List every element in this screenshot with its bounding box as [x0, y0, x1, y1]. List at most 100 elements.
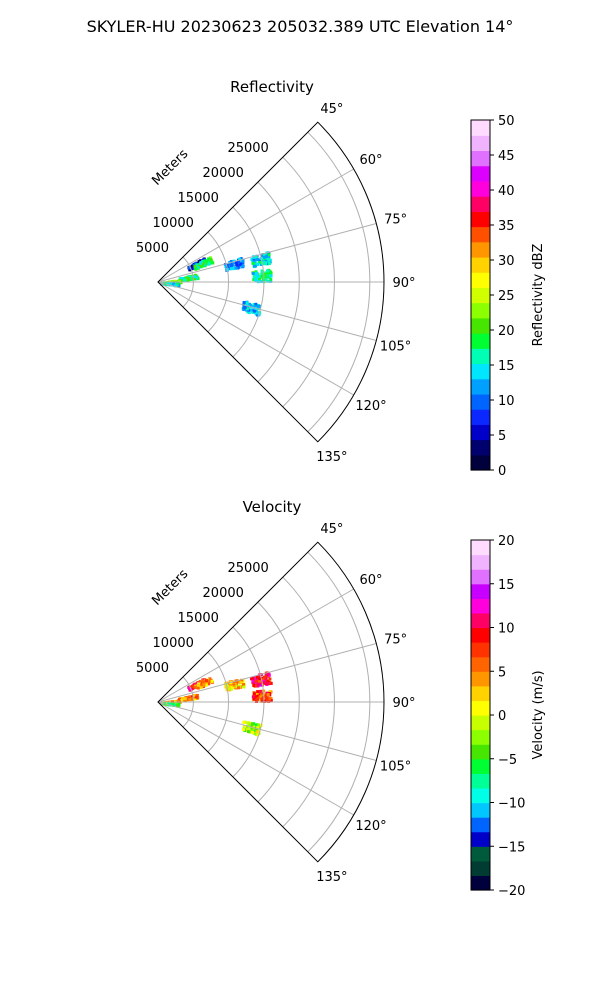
azimuth-tick-label: 135° [316, 450, 347, 465]
colorbar-swatch [471, 787, 490, 804]
colorbar-swatch [471, 729, 490, 745]
velocity-panel: Velocity 45° 60° 75° 90° 105° 120° 135° 5000 1000… [136, 498, 546, 899]
echo-gate [260, 269, 264, 273]
echo-gate [210, 679, 214, 683]
echo-gate [194, 695, 198, 699]
echo-gate [255, 730, 259, 734]
echo-gate [209, 258, 213, 262]
echo-gate [268, 677, 272, 681]
echo-gate [257, 682, 261, 686]
colorbar-tick-label: −10 [498, 797, 525, 812]
range-tick-label: 25000 [227, 141, 268, 156]
echo-cell [193, 677, 214, 690]
echo-gate [253, 730, 257, 733]
colorbar-swatch [471, 333, 490, 349]
colorbar-tick-label: −20 [498, 884, 525, 899]
range-tick-label: 15000 [178, 191, 219, 206]
echo-gate [239, 257, 243, 261]
colorbar-tick-label: 40 [498, 184, 515, 199]
echo-gate [255, 271, 259, 275]
echo-gate [260, 697, 264, 701]
echo-gate [188, 275, 192, 279]
echo-gate [242, 683, 245, 687]
echo-gate [260, 274, 264, 278]
colorbar-swatch [471, 409, 490, 425]
echo-gate [254, 311, 258, 315]
echo-gate [188, 698, 192, 702]
range-axis-label: Meters [149, 567, 191, 609]
echo-gate [254, 255, 258, 259]
azimuth-gridline [157, 168, 354, 283]
echo-gate [223, 263, 227, 266]
echo-gate [193, 277, 197, 281]
echo-gate [204, 259, 208, 263]
echo-gate [205, 679, 208, 683]
echo-gate [250, 677, 254, 681]
azimuth-tick-label: 60° [359, 573, 382, 588]
colorbar-swatch [471, 272, 490, 288]
echo-gate [196, 686, 200, 690]
colorbar-tick-label: 50 [498, 114, 515, 129]
echo-gate [256, 263, 260, 266]
colorbar-swatch [471, 120, 490, 136]
echo-gate [269, 270, 272, 274]
echo-gate [252, 260, 256, 264]
echo-gate [185, 276, 189, 280]
colorbar-swatch [471, 180, 490, 197]
colorbar-swatch [471, 685, 490, 702]
colorbar-swatch [471, 226, 490, 243]
echo-gate [192, 694, 196, 698]
echo-gate [242, 302, 246, 306]
echo-gate [239, 262, 242, 266]
echo-cell [178, 693, 200, 703]
echo-gate [268, 279, 272, 283]
azimuth-tick-label: 45° [320, 522, 343, 537]
echo-gate [251, 722, 255, 726]
echo-gate [174, 284, 178, 288]
echo-gate [198, 264, 202, 268]
colorbar-swatch [471, 287, 490, 304]
echo-gate [268, 690, 272, 694]
echo-gate [258, 274, 262, 278]
echo-gate [252, 303, 256, 307]
echo-gate [256, 305, 260, 309]
echo-gate [256, 726, 260, 730]
echo-gate [237, 686, 240, 690]
colorbar-tick-label: 15 [498, 578, 515, 593]
echo-gate [200, 683, 204, 687]
colorbar-swatch [471, 302, 490, 319]
echo-gate [249, 308, 253, 312]
azimuth-tick-label: 75° [384, 212, 407, 227]
colorbar-swatch [471, 875, 490, 891]
colorbar-tick-label: 20 [498, 534, 515, 549]
echo-gate [200, 261, 204, 265]
azimuth-gridline [157, 701, 354, 816]
echo-gate [249, 724, 253, 728]
colorbar-swatch [471, 165, 490, 182]
echo-gate [236, 261, 240, 264]
echo-gate [193, 262, 197, 266]
echo-gate [241, 680, 245, 684]
colorbar-tick-label: 45 [498, 149, 515, 164]
azimuth-gridline [157, 588, 354, 703]
colorbar-tick-label: 30 [498, 254, 515, 269]
echo-gate [251, 679, 255, 683]
echo-gate [241, 264, 245, 268]
echo-gate [269, 277, 273, 281]
echo-gate [257, 729, 261, 733]
colorbar-swatch [471, 256, 490, 273]
echo-gate [251, 730, 254, 734]
echo-gate [260, 692, 264, 696]
colorbar-swatch [471, 363, 490, 380]
echo-gate [265, 269, 269, 273]
echo-gate [257, 306, 261, 310]
colorbar-swatch [471, 211, 490, 228]
range-tick-label: 20000 [203, 586, 244, 601]
colorbar-tick-label: 10 [498, 622, 515, 637]
echo-gate [196, 277, 200, 281]
colorbar-swatch [471, 612, 490, 629]
echo-gate [259, 695, 263, 699]
echo-gate [173, 703, 177, 707]
echo-gate [187, 277, 191, 281]
echo-gate [258, 677, 262, 681]
